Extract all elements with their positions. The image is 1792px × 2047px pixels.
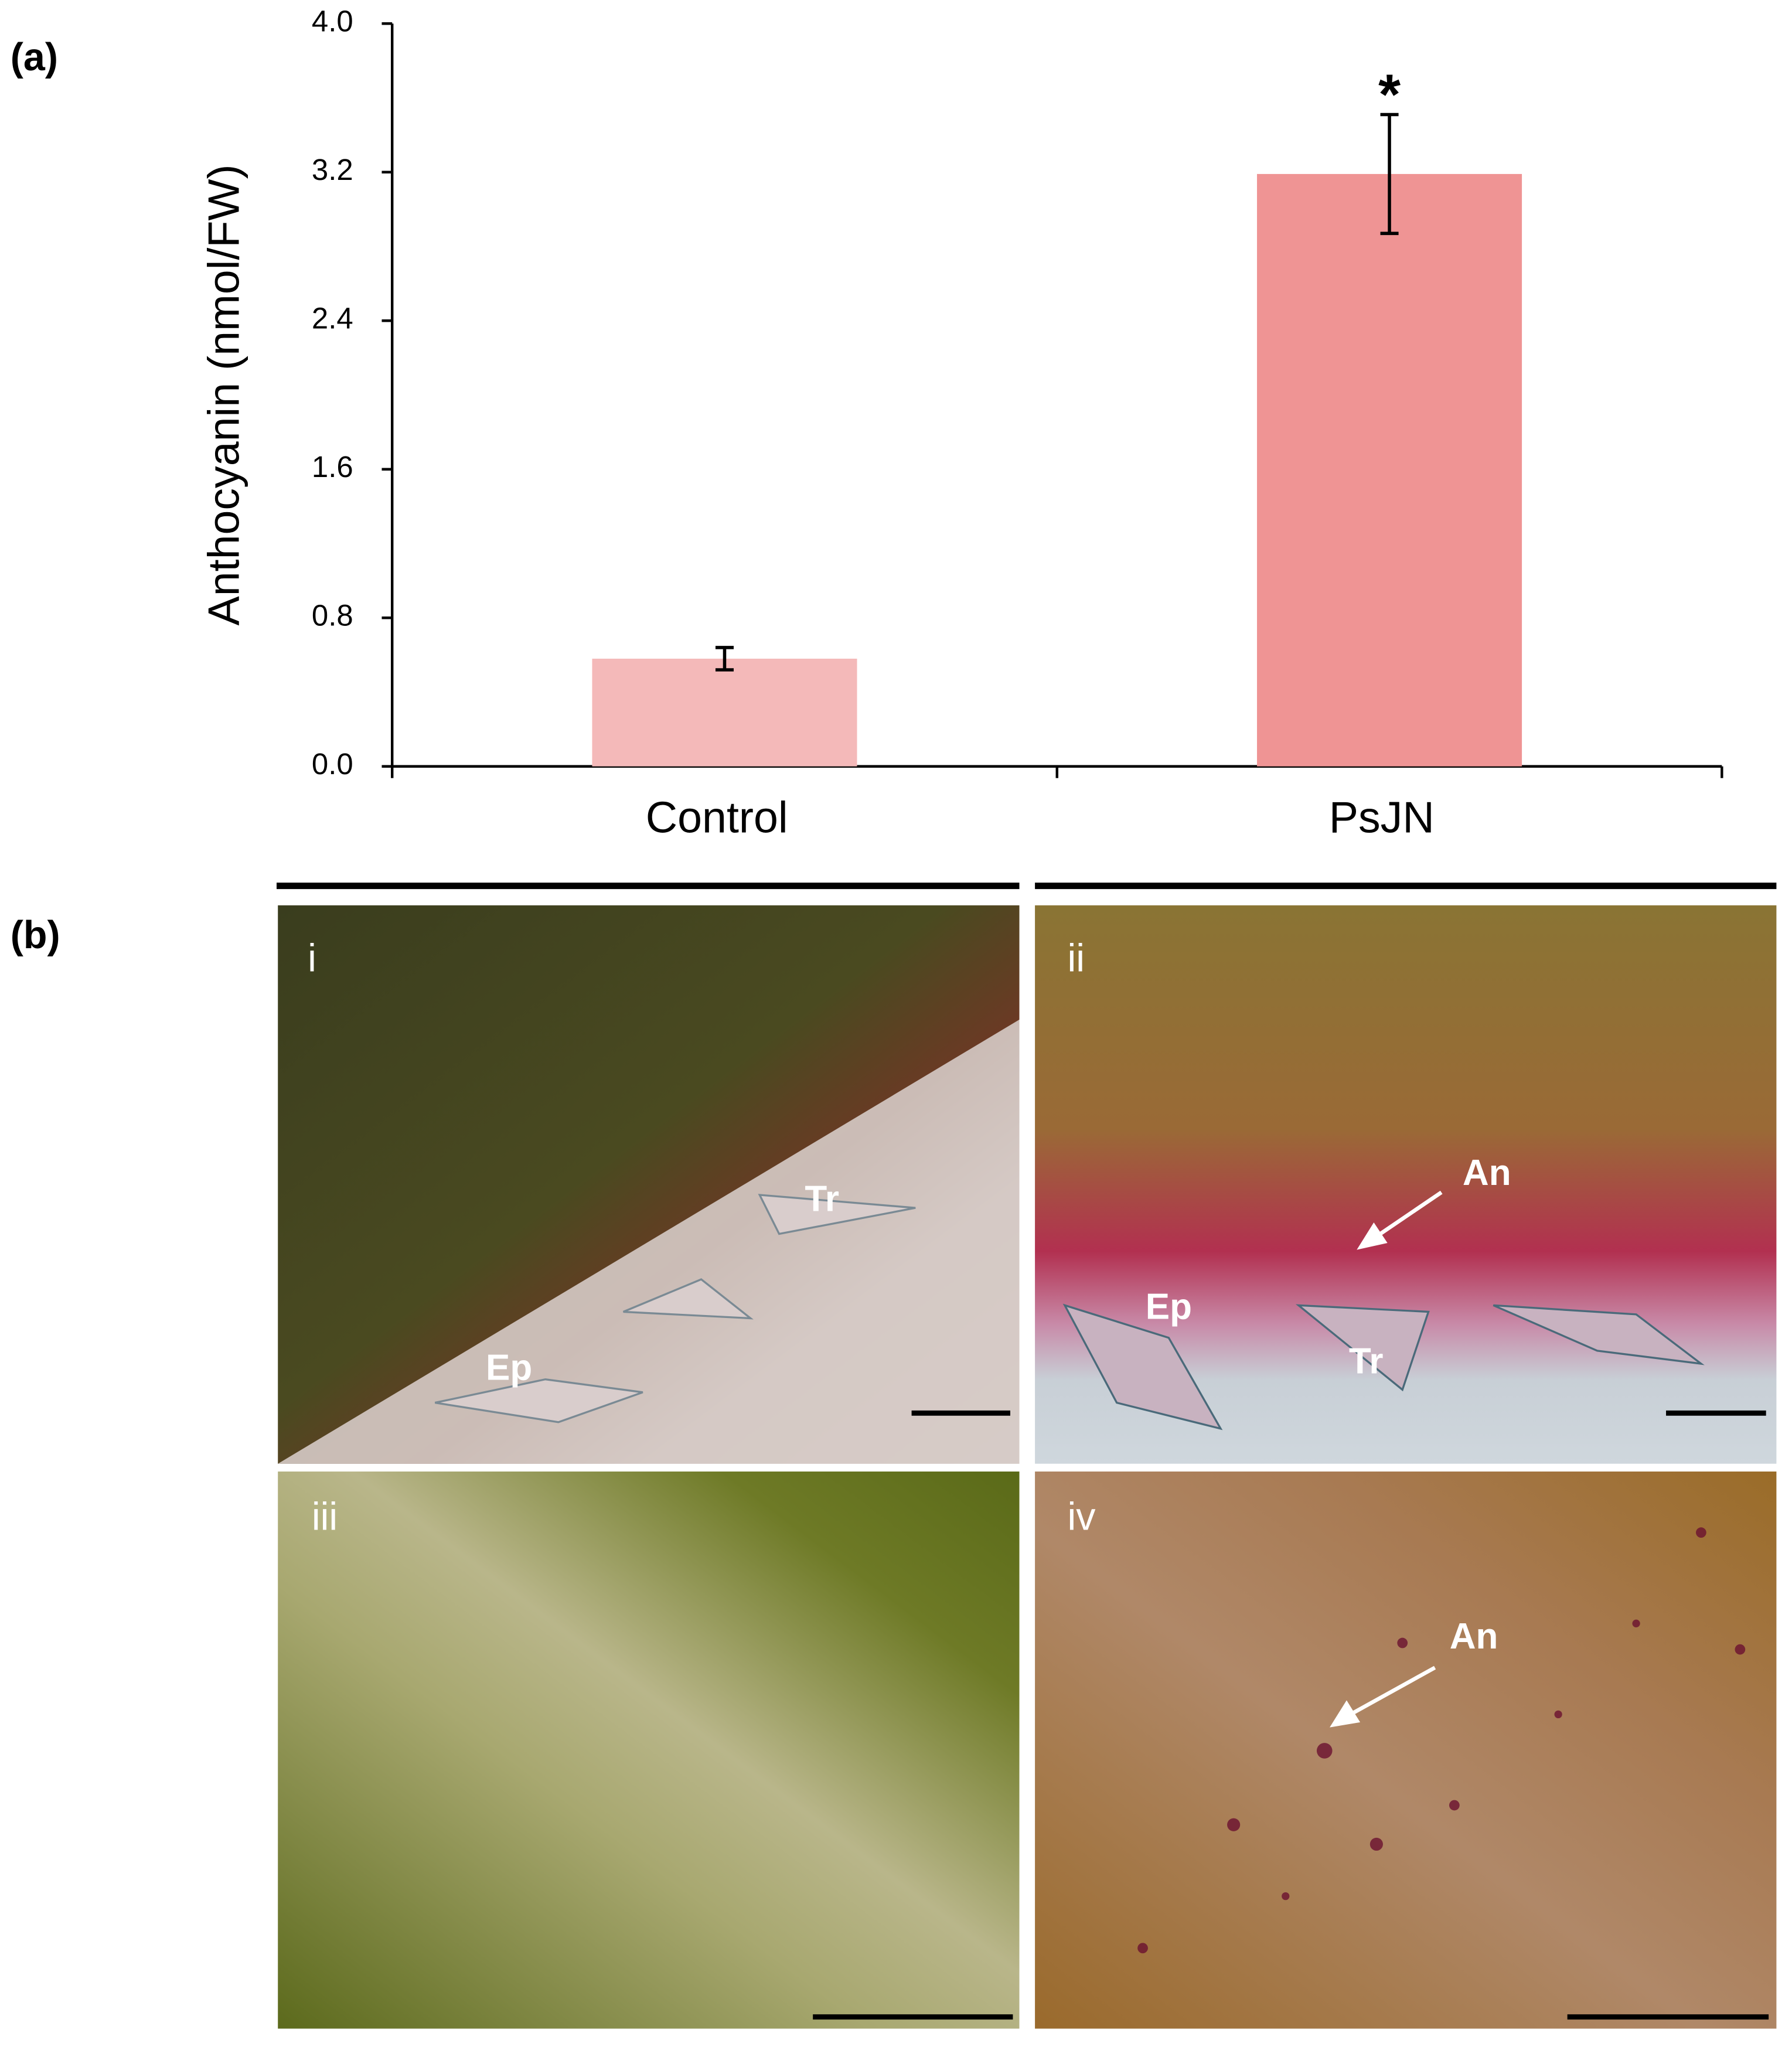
micrograph-iv xyxy=(1035,1472,1777,2029)
micrograph-label: iii xyxy=(312,1496,338,1539)
micrograph-annotation: An xyxy=(1463,1153,1511,1193)
error-bar xyxy=(1380,113,1399,236)
bar xyxy=(592,658,857,767)
panel-label: (b) xyxy=(11,914,60,957)
x-tick-label: Control xyxy=(646,793,788,842)
arrows xyxy=(1330,1190,1443,1728)
micrograph-iii xyxy=(278,1472,1020,2029)
significance-mark: * xyxy=(1378,63,1401,127)
bar xyxy=(1257,173,1522,767)
bar-chart: 0.0 0.8 1.6 2.4 3.2 4.0 Anthocyanin (nmol/FW) C… xyxy=(199,5,1723,842)
micrograph-i xyxy=(278,905,1020,1464)
micrograph-annotation: Ep xyxy=(486,1348,532,1388)
micrograph-annotation: Ep xyxy=(1146,1286,1192,1327)
micrograph-ii xyxy=(1035,905,1777,1464)
micrograph-annotation: Tr xyxy=(1349,1341,1384,1381)
y-tick-label: 0.8 xyxy=(312,599,353,632)
y-tick-label: 3.2 xyxy=(312,153,353,186)
y-tick-label: 4.0 xyxy=(312,5,353,38)
panel-label: (a) xyxy=(11,36,58,79)
micrograph-label: ii xyxy=(1068,937,1085,980)
y-tick-label: 2.4 xyxy=(312,302,353,335)
y-tick-label: 0.0 xyxy=(312,747,353,781)
micrograph-label: i xyxy=(308,937,316,980)
micrograph-labels: i Tr Ep ii An Ep Tr iii iv An xyxy=(308,937,1511,1657)
micrograph-annotation: Tr xyxy=(805,1179,839,1219)
error-bar xyxy=(715,646,734,672)
x-tick-label: PsJN xyxy=(1329,793,1435,842)
y-axis-title: Anthocyanin (nmol/FW) xyxy=(199,164,248,625)
y-tick-label: 1.6 xyxy=(312,450,353,483)
micrograph-label: iv xyxy=(1068,1496,1096,1539)
scale-bars xyxy=(813,1410,1769,2020)
micrograph-annotation: An xyxy=(1450,1616,1498,1657)
